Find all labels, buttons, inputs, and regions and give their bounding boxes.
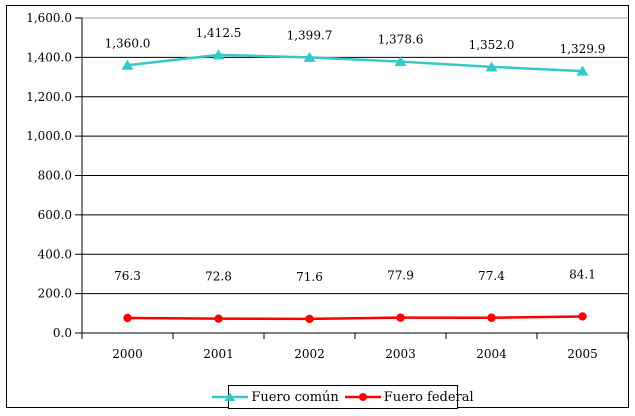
y-tick-label: 800.0 xyxy=(38,169,72,183)
y-tick-label: 1,400.0 xyxy=(26,50,72,64)
data-point-marker xyxy=(123,313,132,323)
y-tick-label: 1,200.0 xyxy=(26,90,72,104)
data-label: 1,360.0 xyxy=(105,36,151,50)
data-point-marker xyxy=(394,56,407,67)
data-label: 77.9 xyxy=(387,269,414,283)
series-line xyxy=(127,53,583,73)
data-label: 77.4 xyxy=(478,269,505,283)
x-tick-label: 2004 xyxy=(476,347,507,361)
data-label: 1,412.5 xyxy=(196,26,242,40)
y-tick-label: 400.0 xyxy=(38,247,72,261)
legend-marker-icon xyxy=(212,392,249,401)
y-tick-label: 200.0 xyxy=(38,287,72,301)
legend-item: Fuero federal xyxy=(344,389,474,405)
data-point-marker xyxy=(303,51,316,62)
x-tick-label: 2001 xyxy=(203,347,234,361)
series-line xyxy=(127,315,583,321)
y-tick-label: 1,600.0 xyxy=(26,11,72,25)
data-label: 76.3 xyxy=(114,269,141,283)
chart-legend: Fuero común Fuero federal xyxy=(212,385,474,409)
chart-canvas: 0.0 200.0 400.0 600.0 800.0 1,000.0 1,200.0 1,4… xyxy=(26,11,628,361)
legend-label: Fuero común xyxy=(251,389,339,405)
data-point-marker xyxy=(487,313,496,322)
y-tick-label: 600.0 xyxy=(38,208,72,222)
legend-item: Fuero común xyxy=(212,389,339,405)
x-tick-label: 2002 xyxy=(294,347,325,361)
data-label: 1,329.9 xyxy=(560,42,606,56)
x-tick-label: 2000 xyxy=(112,347,143,361)
legend-label: Fuero federal xyxy=(383,389,474,405)
data-point-marker xyxy=(485,61,498,72)
data-label: 71.6 xyxy=(296,270,323,284)
data-point-marker xyxy=(305,314,314,324)
y-tick-label: 1,000.0 xyxy=(26,129,72,143)
chart-frame: 0.0 200.0 400.0 600.0 800.0 1,000.0 1,200.0 1,4… xyxy=(6,5,629,409)
data-point-marker xyxy=(578,312,587,321)
x-tick-label: 2003 xyxy=(385,347,416,361)
x-tick-label: 2005 xyxy=(567,347,598,361)
data-label: 72.8 xyxy=(205,270,232,284)
data-label: 1,399.7 xyxy=(287,28,333,42)
data-point-marker xyxy=(212,49,225,60)
data-point-marker xyxy=(576,65,589,76)
data-point-marker xyxy=(396,313,405,322)
data-point-marker xyxy=(214,314,223,323)
y-tick-label: 0.0 xyxy=(53,326,72,340)
data-label: 1,378.6 xyxy=(378,33,424,47)
data-label: 1,352.0 xyxy=(469,38,515,52)
legend-marker-icon xyxy=(344,393,381,401)
data-label: 84.1 xyxy=(569,267,596,281)
data-point-marker xyxy=(121,59,134,70)
